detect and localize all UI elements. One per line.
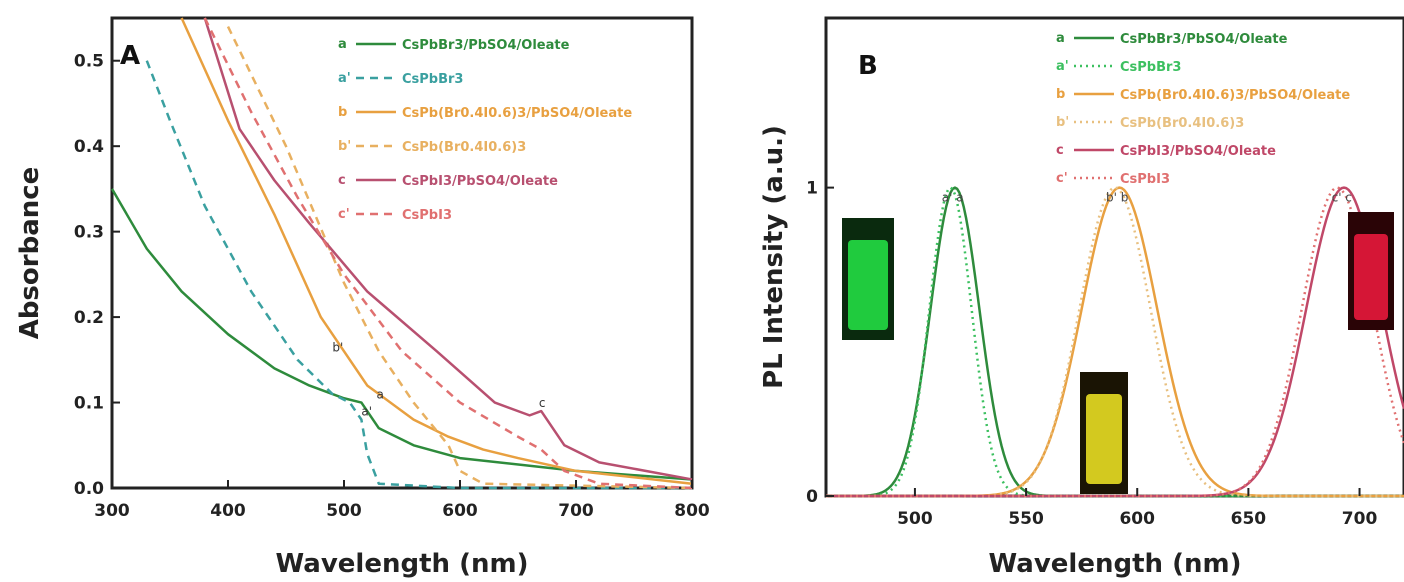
panel-b-legend-tag: b' [1056, 115, 1069, 130]
panel-a-annotations: a' a b' c [332, 340, 545, 418]
panel-a-ticks: 300 400 500 600 700 800 0.0 0.1 0.2 0.3 0.4 0.5 [74, 52, 710, 521]
panel-a-legend-label: CsPb(Br0.4I0.6)3/PbSO4/Oleate [402, 106, 632, 121]
panel-a-x-axis-title: Wavelength (nm) [276, 549, 529, 579]
panel-a-y-axis-title: Absorbance [15, 167, 45, 340]
panel-b-legend-tag: c' [1056, 171, 1068, 186]
absorbance-curve-ap [145, 60, 692, 490]
panel-b-letter: B [858, 51, 878, 81]
panel-a-legend-tag: a [338, 37, 347, 52]
red-vial-photo-glow [1354, 234, 1388, 320]
pl-curve-cp [826, 186, 1404, 498]
panel-a-y-tick-label: 0.4 [74, 137, 104, 157]
panel-a-legend-label: CsPbI3 [402, 208, 452, 223]
panel-a-legend-tag: b [338, 105, 347, 120]
panel-b-y-axis-title: PL Intensity (a.u.) [759, 125, 789, 389]
panel-b-y-tick-label: 0 [806, 487, 818, 507]
panel-b-legend-label: CsPbBr3/PbSO4/Oleate [1120, 32, 1288, 47]
panel-b-ticks: 500 550 600 650 700 0 1 [806, 179, 1377, 529]
panel-a-legend-tag: a' [338, 71, 351, 86]
panel-b-curves [825, 186, 1404, 498]
panel-a-x-tick-label: 600 [442, 501, 478, 521]
green-vial-photo-glow [848, 240, 888, 330]
panel-b-peak-label: b' b [1106, 191, 1128, 205]
panel-a-curves [110, 17, 693, 490]
panel-a-plot-frame [110, 16, 694, 490]
panel-a-x-tick-label: 500 [326, 501, 362, 521]
panel-b-y-tick-label: 1 [806, 179, 818, 199]
panel-a-legend-label: CsPbI3/PbSO4/Oleate [402, 174, 558, 189]
pl-curve-ap [825, 186, 1404, 498]
panel-a-x-tick-label: 700 [558, 501, 594, 521]
panel-b-legend-tag: a' [1056, 59, 1069, 74]
panel-a-letter: A [120, 41, 140, 71]
absorbance-curve-a [110, 188, 693, 481]
panel-a-y-tick-label: 0.0 [74, 479, 104, 499]
absorbance-curve-c [203, 17, 693, 481]
panel-b-x-tick-label: 700 [1342, 509, 1378, 529]
panel-b-legend: a CsPbBr3/PbSO4/Oleate a' CsPbBr3 b CsPb(Br0.… [1056, 31, 1350, 187]
panel-b-legend-label: CsPbBr3 [1120, 60, 1181, 75]
panel-b-legend-label: CsPbI3/PbSO4/Oleate [1120, 144, 1276, 159]
panel-b-peak-label: c' c [1332, 191, 1352, 205]
panel-a-curve-annotation: a' [361, 404, 372, 418]
panel-a-legend-tag: b' [338, 139, 351, 154]
panel-b-legend-tag: a [1056, 31, 1065, 46]
absorbance-curve-b [180, 17, 693, 485]
panel-b-legend-label: CsPb(Br0.4I0.6)3 [1120, 116, 1244, 131]
panel-a-y-tick-label: 0.2 [74, 308, 104, 328]
panel-b-x-tick-label: 650 [1231, 509, 1267, 529]
panel-a-legend: a CsPbBr3/PbSO4/Oleate a' CsPbBr3 b CsPb(Br0.… [338, 37, 632, 223]
panel-a-legend-tag: c [338, 173, 346, 188]
panel-a-legend-tag: c' [338, 207, 350, 222]
panel-b-legend-tag: b [1056, 87, 1065, 102]
panel-a-legend-label: CsPb(Br0.4I0.6)3 [402, 140, 526, 155]
panel-a: A a' a b' c 300 400 500 600 700 800 0.0 0.1 0.2 0.3 0… [15, 16, 710, 579]
panel-a-x-tick-label: 400 [210, 501, 246, 521]
panel-b-legend-tag: c [1056, 143, 1064, 158]
absorbance-curve-cp [203, 17, 693, 490]
panel-b: B a' a b' b c' c 500 550 600 650 700 0 1 a CsPbBr… [759, 16, 1404, 579]
panel-a-x-tick-label: 300 [94, 501, 130, 521]
panel-a-curve-annotation: b' [332, 340, 343, 354]
panel-b-legend-label: CsPbI3 [1120, 172, 1170, 187]
panel-b-x-tick-label: 500 [897, 509, 933, 529]
panel-b-x-tick-label: 550 [1008, 509, 1044, 529]
yellow-vial-photo-glow [1086, 394, 1122, 484]
absorbance-curve-bp [226, 26, 693, 490]
panel-a-y-tick-label: 0.3 [74, 223, 104, 243]
panel-a-legend-label: CsPbBr3 [402, 72, 463, 87]
panel-a-y-tick-label: 0.5 [74, 52, 104, 72]
panel-a-legend-label: CsPbBr3/PbSO4/Oleate [402, 38, 570, 53]
panel-a-y-tick-label: 0.1 [74, 394, 104, 414]
panel-b-x-tick-label: 600 [1119, 509, 1155, 529]
panel-b-peak-label: a' a [942, 191, 964, 205]
panel-b-vial-photos [842, 212, 1394, 494]
panel-a-curve-annotation: a [376, 387, 383, 401]
panel-a-curve-annotation: c [539, 396, 546, 410]
panel-b-legend-label: CsPb(Br0.4I0.6)3/PbSO4/Oleate [1120, 88, 1350, 103]
panel-b-peak-labels: a' a b' b c' c [942, 191, 1352, 205]
panel-b-x-axis-title: Wavelength (nm) [989, 549, 1242, 579]
panel-a-x-tick-label: 800 [674, 501, 710, 521]
